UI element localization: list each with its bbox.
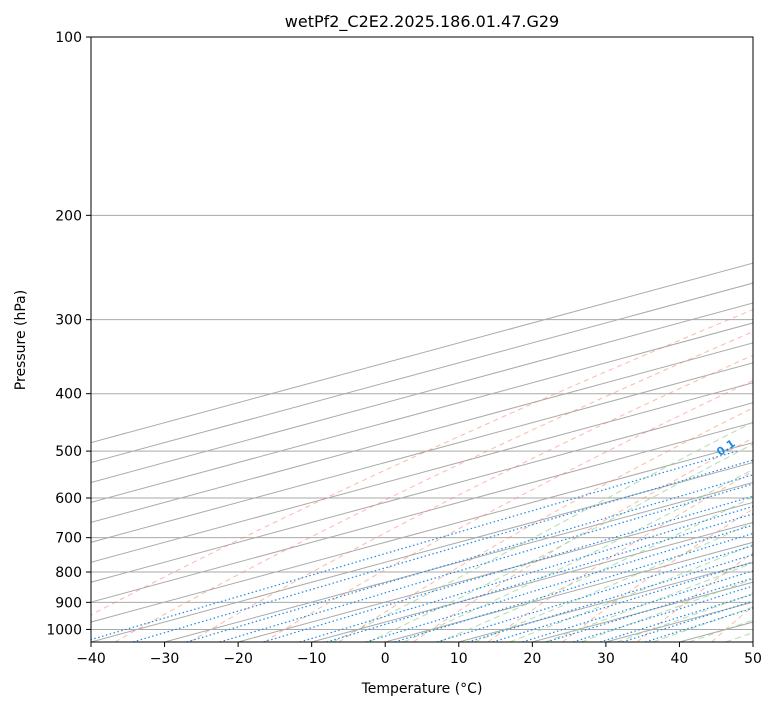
x-tick-label: −40 bbox=[76, 651, 106, 667]
moist-adiabat-line bbox=[367, 443, 753, 642]
x-tick-label: 40 bbox=[671, 651, 689, 667]
isotherm-line bbox=[91, 402, 753, 583]
mixing-ratio-line bbox=[219, 483, 753, 642]
x-tick-label: −20 bbox=[223, 651, 253, 667]
mixing-ratio-line bbox=[365, 524, 753, 642]
isotherm-line bbox=[91, 262, 753, 444]
isotherm-line bbox=[91, 322, 753, 503]
chart-title: wetPf2_C2E2.2025.186.01.47.G29 bbox=[285, 12, 559, 32]
mixing-ratio-line bbox=[132, 459, 753, 642]
plot-frame bbox=[90, 36, 754, 643]
mixing-ratio-line bbox=[299, 505, 753, 642]
isotherm-line bbox=[532, 581, 753, 642]
axes: −40 −30 −20 −10 0 10 20 30 40 50 100 200 300 400 500 60… bbox=[46, 30, 762, 667]
y-tick-label: 600 bbox=[55, 491, 82, 507]
dry-adiabat-line bbox=[189, 354, 753, 642]
mixing-ratio-label: 0.2 bbox=[761, 437, 775, 459]
mixing-ratio-line bbox=[467, 554, 753, 642]
mixing-ratio-line bbox=[263, 495, 753, 642]
x-tick-label: 20 bbox=[523, 651, 541, 667]
dry-adiabat-line bbox=[91, 308, 753, 616]
mixing-ratio-line bbox=[492, 561, 753, 642]
x-tick-label: 0 bbox=[381, 651, 390, 667]
mixing-ratio-line bbox=[186, 474, 753, 642]
moist-adiabat-line bbox=[545, 562, 753, 642]
isotherm-line bbox=[91, 302, 753, 484]
dry-adiabat-line bbox=[114, 331, 753, 642]
isotherm-line bbox=[164, 481, 753, 642]
y-tick-label: 300 bbox=[55, 313, 82, 329]
x-tick-label: −30 bbox=[150, 651, 180, 667]
dry-adiabat-line bbox=[263, 379, 753, 642]
dry-adiabat-line bbox=[338, 407, 753, 642]
isotherm-line bbox=[91, 342, 753, 523]
isotherm-line bbox=[91, 382, 753, 563]
moist-adiabat-line bbox=[403, 468, 753, 642]
mixing-ratio-line bbox=[394, 532, 753, 642]
dry-adiabat-line bbox=[636, 552, 753, 642]
moist-adiabat-line bbox=[580, 578, 753, 642]
isotherm-line bbox=[311, 521, 753, 642]
y-tick-label: 200 bbox=[55, 208, 82, 224]
mixing-ratio-line bbox=[599, 593, 753, 642]
x-tick-label: 50 bbox=[744, 651, 762, 667]
x-tick-label: −10 bbox=[297, 651, 327, 667]
dry-adiabat-line bbox=[413, 437, 753, 642]
moist-adiabat-line bbox=[332, 421, 753, 642]
y-tick-label: 500 bbox=[55, 444, 82, 460]
x-axis-label: Temperature (°C) bbox=[361, 681, 483, 697]
isotherm-line bbox=[237, 501, 753, 642]
isotherm-line bbox=[91, 462, 753, 642]
isotherm-line bbox=[91, 422, 753, 603]
plot-area: 0.10.20.40.611.52346810131620253036-100-… bbox=[91, 37, 775, 642]
moist-adiabat-line bbox=[725, 632, 753, 642]
y-tick-label: 400 bbox=[55, 387, 82, 403]
mixing-ratio-line bbox=[572, 585, 753, 642]
moist-adiabat-line bbox=[438, 496, 753, 642]
y-tick-label: 1000 bbox=[46, 622, 82, 638]
mixing-ratio-line bbox=[436, 545, 753, 642]
moist-adiabat-line bbox=[616, 592, 753, 642]
x-tick-label: 30 bbox=[597, 651, 615, 667]
isotherm-line bbox=[752, 641, 753, 642]
y-tick-label: 700 bbox=[55, 531, 82, 547]
dry-adiabat-line bbox=[487, 470, 753, 642]
y-tick-label: 800 bbox=[55, 565, 82, 581]
y-axis-label: Pressure (hPa) bbox=[13, 290, 29, 390]
isotherm-line bbox=[91, 442, 753, 623]
y-tick-label: 100 bbox=[55, 30, 82, 46]
isotherm-line bbox=[385, 541, 753, 642]
x-tick-label: 10 bbox=[450, 651, 468, 667]
isotherm-line bbox=[91, 362, 753, 543]
y-tick-label: 900 bbox=[55, 595, 82, 611]
isotherm-line bbox=[91, 282, 753, 464]
moist-adiabat-line bbox=[509, 543, 753, 642]
dry-adiabat-line bbox=[562, 508, 753, 642]
